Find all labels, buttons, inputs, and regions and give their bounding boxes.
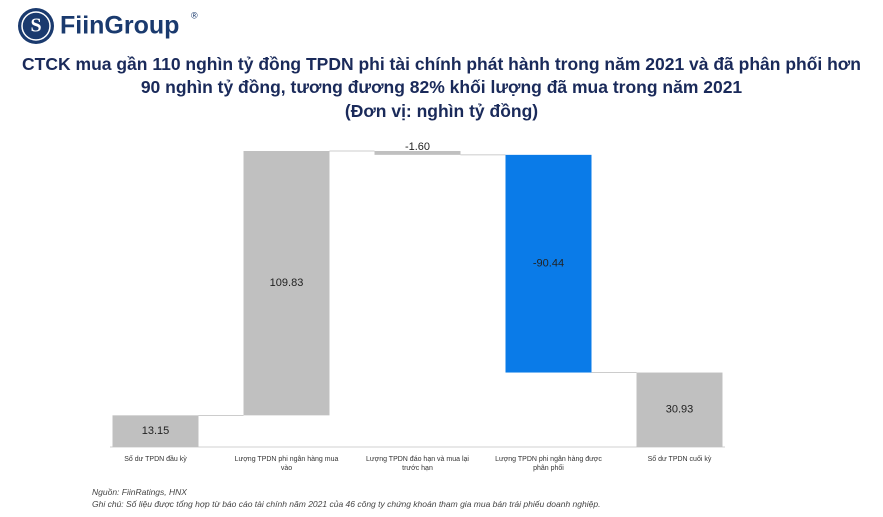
bar [636,372,723,447]
x-tick-label: Lượng TPDN phi ngân hàng được phân phối [495,456,602,472]
x-tick-label: Lượng TPDN phi ngân hàng mua vào [234,456,339,472]
value-label: 13.15 [142,425,170,437]
bar [243,151,330,416]
svg-text:S: S [30,15,41,37]
chart-title: CTCK mua gần 110 nghìn tỷ đồng TPDN phi … [22,54,861,97]
note: Ghi chú: Số liệu được tổng hợp từ báo cá… [92,499,601,509]
value-label: -90.44 [533,258,564,270]
source: Nguồn: FiinRatings, HNX [92,487,187,497]
bar [374,151,461,155]
chart-subtitle: (Đơn vị: nghìn tỷ đồng) [344,101,539,121]
bar [112,415,199,447]
value-label: -1.60 [405,141,430,153]
value-label: 30.93 [666,404,694,416]
x-tick-label: Số dư TPDN cuối kỳ [647,456,712,463]
brand-name: FiinGroup [60,12,179,40]
bar [505,154,592,373]
x-tick-label: Số dư TPDN đầu kỳ [124,456,187,463]
value-label: 109.83 [270,277,304,289]
brand-mark: ® [191,10,198,20]
x-tick-label: Lượng TPDN đáo hạn và mua lại trước hạn [366,456,469,472]
logo: S [18,8,54,44]
